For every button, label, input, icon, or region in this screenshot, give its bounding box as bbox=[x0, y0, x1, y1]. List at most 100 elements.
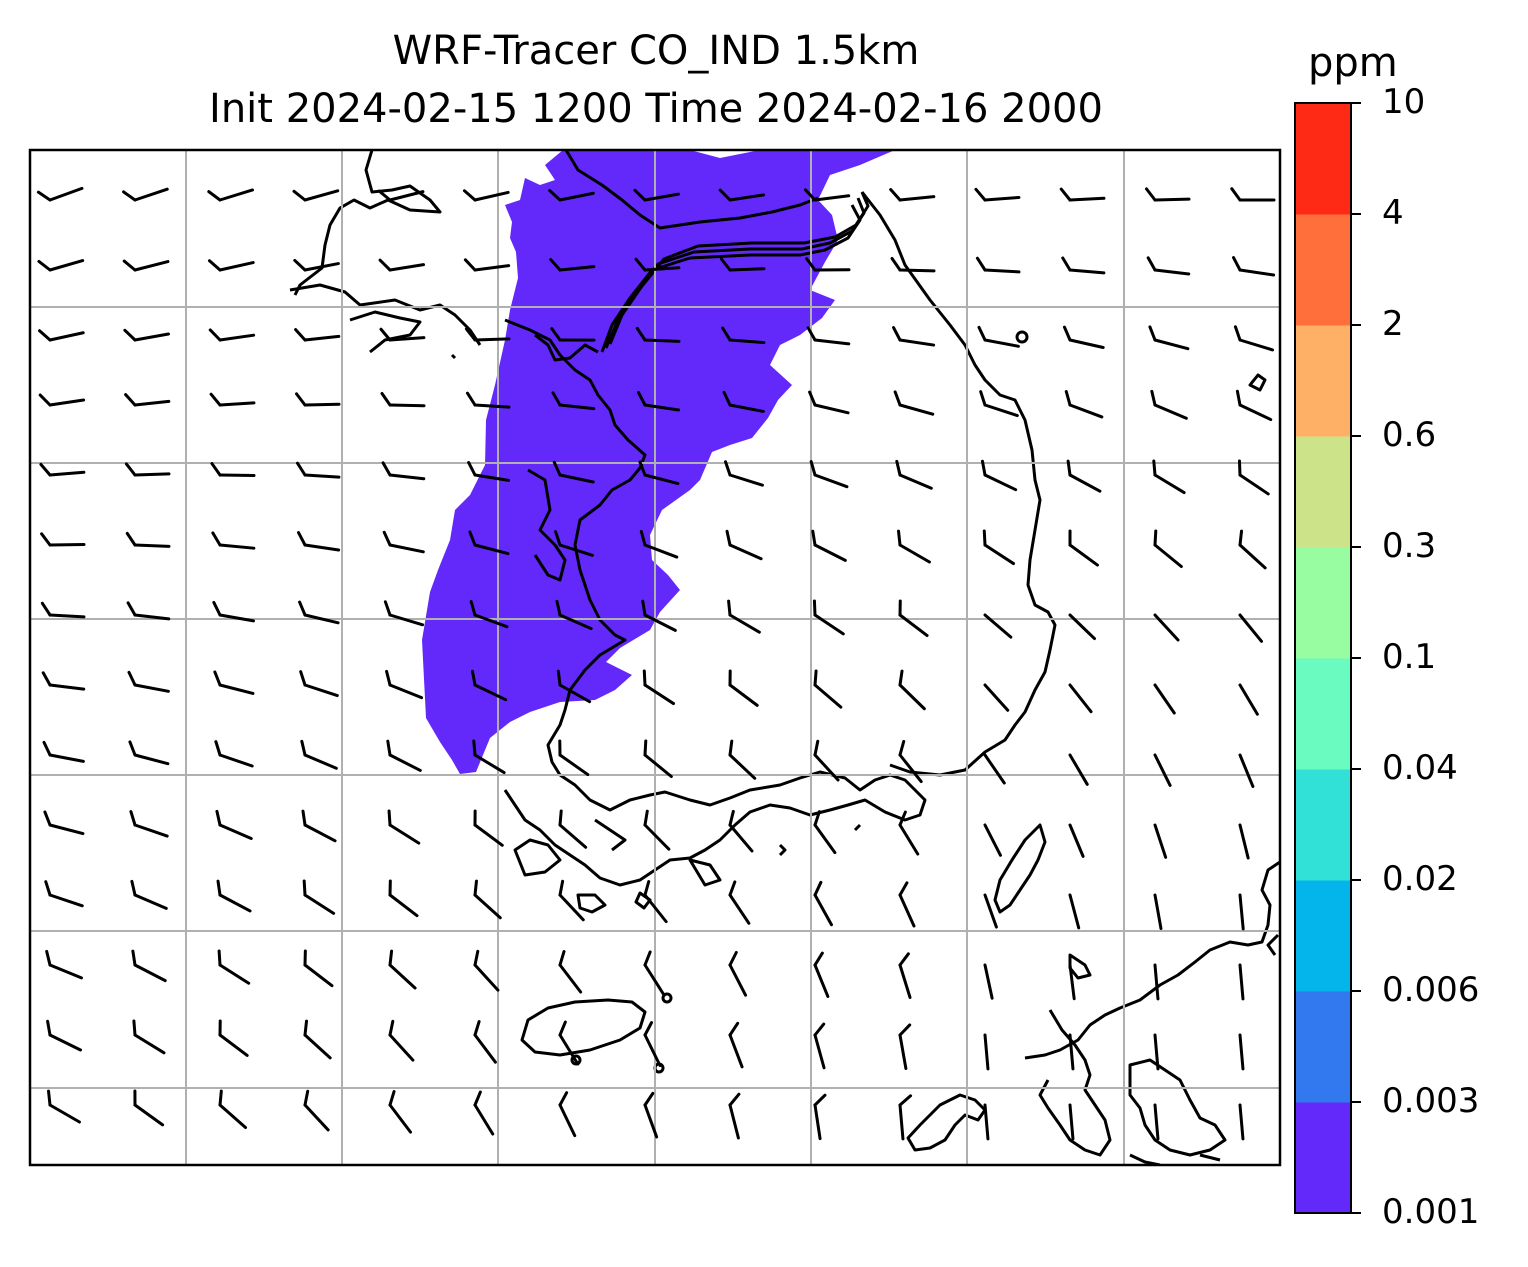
wind-barb-flag bbox=[388, 949, 394, 967]
wind-barb-flag bbox=[131, 949, 137, 967]
wind-barb bbox=[558, 963, 583, 994]
wind-barb-flag bbox=[38, 393, 52, 407]
wind-barb bbox=[218, 753, 254, 768]
wind-barb-flag bbox=[806, 326, 817, 342]
wind-barb bbox=[898, 1103, 905, 1141]
wind-barb-flag bbox=[218, 1089, 223, 1107]
wind-barb bbox=[133, 260, 170, 272]
wind-barb-flag bbox=[643, 880, 651, 897]
wind-barb bbox=[813, 823, 837, 855]
wind-barb bbox=[473, 753, 506, 775]
wind-barb-flag bbox=[813, 880, 823, 897]
wind-barb bbox=[388, 263, 426, 272]
wind-barb-flag bbox=[898, 1023, 912, 1037]
wind-barb-flag bbox=[40, 532, 52, 547]
wind-barb bbox=[1153, 1033, 1160, 1071]
wind-barb bbox=[1068, 753, 1089, 786]
wind-barb bbox=[218, 188, 254, 202]
wind-barb-flag bbox=[128, 740, 137, 757]
wind-barb bbox=[643, 403, 681, 412]
wind-barb-flag bbox=[634, 257, 647, 272]
wind-barb-flag bbox=[813, 1093, 827, 1107]
wind-barb-flag bbox=[378, 258, 392, 272]
wind-barb-flag bbox=[727, 599, 732, 617]
wind-barb-flag bbox=[44, 880, 52, 897]
wind-barb-flag bbox=[216, 879, 222, 897]
wind-barb-flag bbox=[207, 190, 222, 202]
wind-barb-flag bbox=[388, 1090, 396, 1107]
wind-barb-flag bbox=[719, 257, 732, 272]
wind-barb-flag bbox=[558, 809, 563, 827]
colorbar-segment bbox=[1295, 547, 1351, 659]
colorbar-tick-label: 10 bbox=[1382, 82, 1426, 122]
wind-barb bbox=[133, 1033, 166, 1055]
wind-barb-flag bbox=[465, 391, 477, 407]
colorbar-segment bbox=[1295, 769, 1351, 881]
wind-barb-flag bbox=[641, 599, 647, 617]
wind-barb bbox=[728, 1033, 744, 1069]
wind-barb bbox=[1238, 613, 1264, 643]
wind-barb-flag bbox=[1144, 187, 1157, 202]
colorbar-tick-label: 0.02 bbox=[1382, 859, 1458, 899]
wind-barb-flag bbox=[1064, 390, 1072, 407]
wind-barb-flag bbox=[977, 325, 987, 342]
wind-barb bbox=[303, 893, 336, 915]
wind-barb-flag bbox=[638, 460, 647, 477]
wind-barb-flag bbox=[1233, 325, 1242, 342]
wind-barb-flag bbox=[809, 460, 817, 477]
wind-barb bbox=[643, 338, 681, 343]
wind-barb bbox=[473, 963, 500, 992]
wind-barb bbox=[558, 403, 596, 411]
wind-barb bbox=[388, 823, 421, 845]
wind-barb bbox=[218, 1033, 249, 1057]
wind-barb bbox=[473, 683, 508, 702]
wind-barb-flag bbox=[558, 1091, 569, 1107]
wind-barb bbox=[643, 266, 681, 272]
wind-barb bbox=[133, 332, 170, 342]
colorbar-segment bbox=[1295, 991, 1351, 1103]
wind-barb bbox=[133, 683, 170, 693]
wind-barb-flag bbox=[292, 189, 307, 202]
wind-barb bbox=[388, 1033, 415, 1062]
wind-barb-flag bbox=[295, 461, 307, 477]
wind-barb-flag bbox=[813, 951, 824, 967]
wind-barb bbox=[813, 473, 849, 489]
wind-barb-flag bbox=[813, 1022, 826, 1037]
wind-barb-flag bbox=[124, 462, 137, 477]
wind-barb-flag bbox=[552, 460, 562, 477]
colorbar-tick-label: 0.3 bbox=[1382, 526, 1437, 566]
wind-barb bbox=[983, 338, 1020, 348]
wind-barbs bbox=[36, 186, 1276, 1141]
wind-barb bbox=[728, 753, 757, 780]
wind-barb-flag bbox=[36, 190, 52, 202]
wind-barb bbox=[133, 613, 171, 621]
wind-barb bbox=[813, 543, 847, 562]
wind-barb bbox=[388, 543, 425, 554]
wind-barb bbox=[728, 473, 764, 487]
wind-barb-flag bbox=[381, 461, 392, 477]
wind-barb-flag bbox=[728, 809, 735, 827]
wind-barb bbox=[728, 963, 748, 997]
wind-barb bbox=[558, 753, 590, 777]
wind-barb-flag bbox=[130, 879, 137, 897]
wind-barb-flag bbox=[803, 188, 817, 202]
colorbar-segment bbox=[1295, 214, 1351, 326]
colorbar-unit-label: ppm bbox=[1308, 40, 1398, 86]
wind-barb-flag bbox=[808, 390, 817, 407]
wind-barb-flag bbox=[980, 459, 987, 477]
wind-barb bbox=[643, 473, 680, 486]
wind-barb bbox=[983, 473, 1018, 492]
wind-barb-flag bbox=[129, 810, 137, 827]
colorbar bbox=[1294, 102, 1361, 1214]
wind-barb bbox=[388, 613, 425, 627]
wind-barb-flag bbox=[40, 601, 52, 617]
wind-barb-flag bbox=[217, 949, 222, 967]
wind-barb-flag bbox=[295, 392, 307, 407]
wind-barb bbox=[1153, 473, 1186, 495]
colorbar-tick-label: 0.001 bbox=[1382, 1192, 1480, 1232]
wind-barb bbox=[983, 1033, 990, 1071]
wind-barb bbox=[388, 963, 417, 990]
wind-barb bbox=[1068, 1103, 1075, 1141]
wind-barb bbox=[643, 1033, 662, 1068]
